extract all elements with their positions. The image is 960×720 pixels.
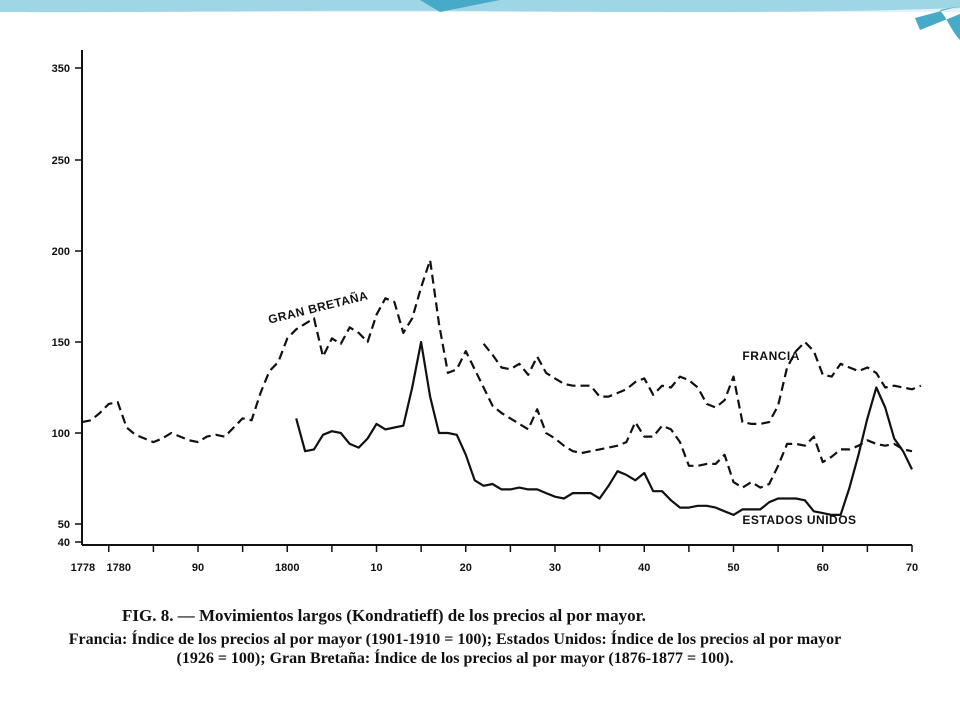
y-tick-label: 150 bbox=[52, 337, 70, 349]
y-tick-label: 50 bbox=[58, 519, 70, 531]
banner-wave-mid bbox=[0, 0, 960, 13]
x-tick-label: 1780 bbox=[107, 562, 131, 574]
series-labels: GRAN BRETAÑA FRANCIA ESTADOS UNIDOS bbox=[267, 287, 857, 527]
y-tick-label: 40 bbox=[58, 537, 70, 549]
x-tick-label: 50 bbox=[727, 562, 739, 574]
y-tick-label: 350 bbox=[52, 63, 70, 75]
x-tick-label: 1778 bbox=[71, 562, 95, 574]
y-tick-label: 250 bbox=[52, 155, 70, 167]
series-lines bbox=[81, 259, 922, 517]
x-tick-label: 60 bbox=[817, 562, 829, 574]
series-label-2: ESTADOS UNIDOS bbox=[742, 513, 856, 527]
y-tick-label: 200 bbox=[52, 246, 70, 258]
series-label-0: GRAN BRETAÑA bbox=[267, 287, 370, 326]
y-axis-ticks: 40 50 100 150 200 250 350 bbox=[52, 63, 82, 549]
banner-wave-dark bbox=[420, 0, 960, 40]
x-tick-label: 90 bbox=[192, 562, 204, 574]
kondratieff-price-chart: 40 50 100 150 200 250 350 1778 1780 90 1800 10 20 30… bbox=[52, 50, 922, 574]
x-tick-label: 10 bbox=[370, 562, 382, 574]
figure-caption-title: FIG. 8. — Movimientos largos (Kondratief… bbox=[122, 606, 646, 625]
x-axis-ticks: 1778 1780 90 1800 10 20 30 40 50 60 70 bbox=[71, 545, 918, 574]
series-line-2 bbox=[295, 340, 913, 517]
x-tick-label: 20 bbox=[460, 562, 472, 574]
series-line-1 bbox=[482, 340, 922, 425]
x-tick-label: 1800 bbox=[275, 562, 299, 574]
x-tick-label: 40 bbox=[638, 562, 650, 574]
x-tick-label: 70 bbox=[906, 562, 918, 574]
figure-caption-body: Francia: Índice de los precios al por ma… bbox=[68, 631, 842, 667]
series-line-0 bbox=[81, 259, 913, 489]
series-label-1: FRANCIA bbox=[742, 349, 800, 363]
x-tick-label: 30 bbox=[549, 562, 561, 574]
y-tick-label: 100 bbox=[52, 428, 70, 440]
top-decorative-banner bbox=[0, 0, 960, 40]
